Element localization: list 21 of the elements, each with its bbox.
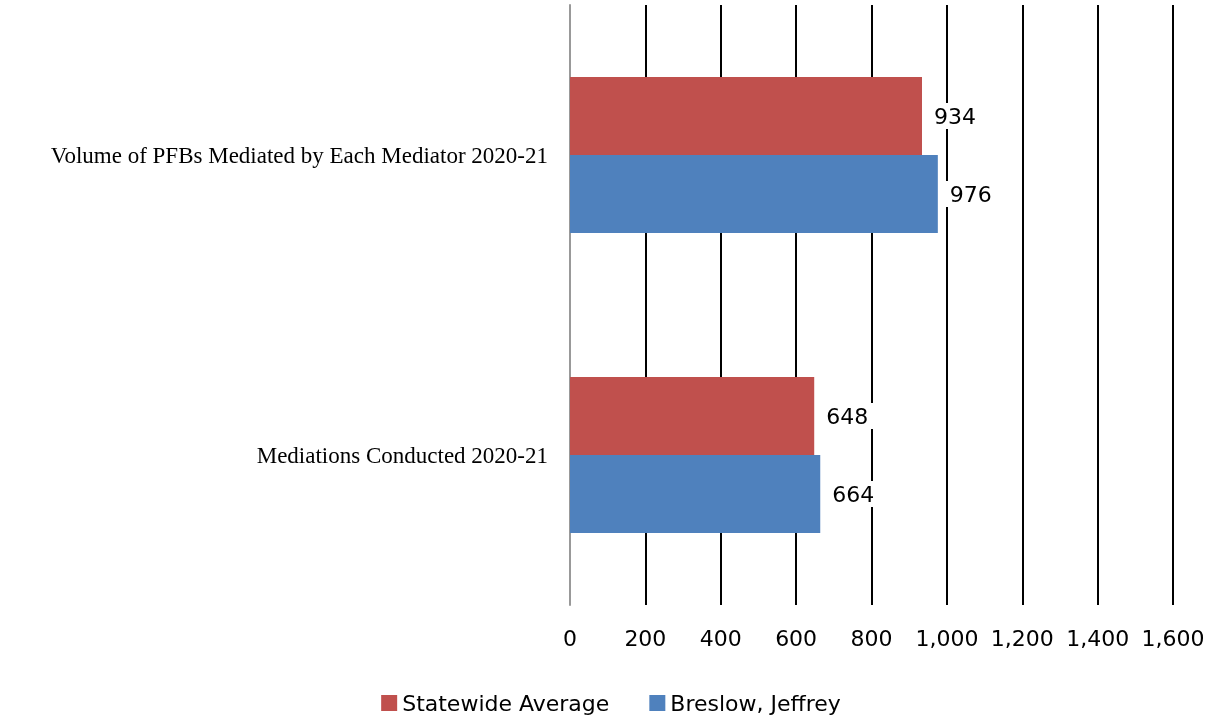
x-tick-label: 800 [850, 625, 893, 651]
x-tick-label: 600 [775, 625, 818, 651]
x-tick-label: 1,000 [915, 625, 979, 651]
data-label: 664 [832, 481, 875, 507]
x-tick-label: 400 [699, 625, 742, 651]
bar [570, 155, 938, 233]
y-tick-label: Mediations Conducted 2020-21 [256, 442, 548, 468]
y-tick-label: Volume of PFBs Mediated by Each Mediator 2020-21 [50, 142, 548, 168]
bar [570, 377, 815, 455]
x-tick-label: 200 [624, 625, 667, 651]
data-label: 976 [949, 181, 992, 207]
data-label: 934 [934, 103, 976, 129]
data-label: 648 [826, 403, 869, 429]
bar [570, 77, 922, 155]
legend-label: Statewide Average [402, 690, 610, 716]
legend-label: Breslow, Jeffrey [670, 690, 841, 716]
x-tick-label: 1,600 [1141, 625, 1205, 651]
x-tick-label: 1,400 [1066, 625, 1130, 651]
x-tick-label: 0 [563, 625, 577, 651]
bar [570, 455, 821, 533]
x-tick-label: 1,200 [990, 625, 1054, 651]
